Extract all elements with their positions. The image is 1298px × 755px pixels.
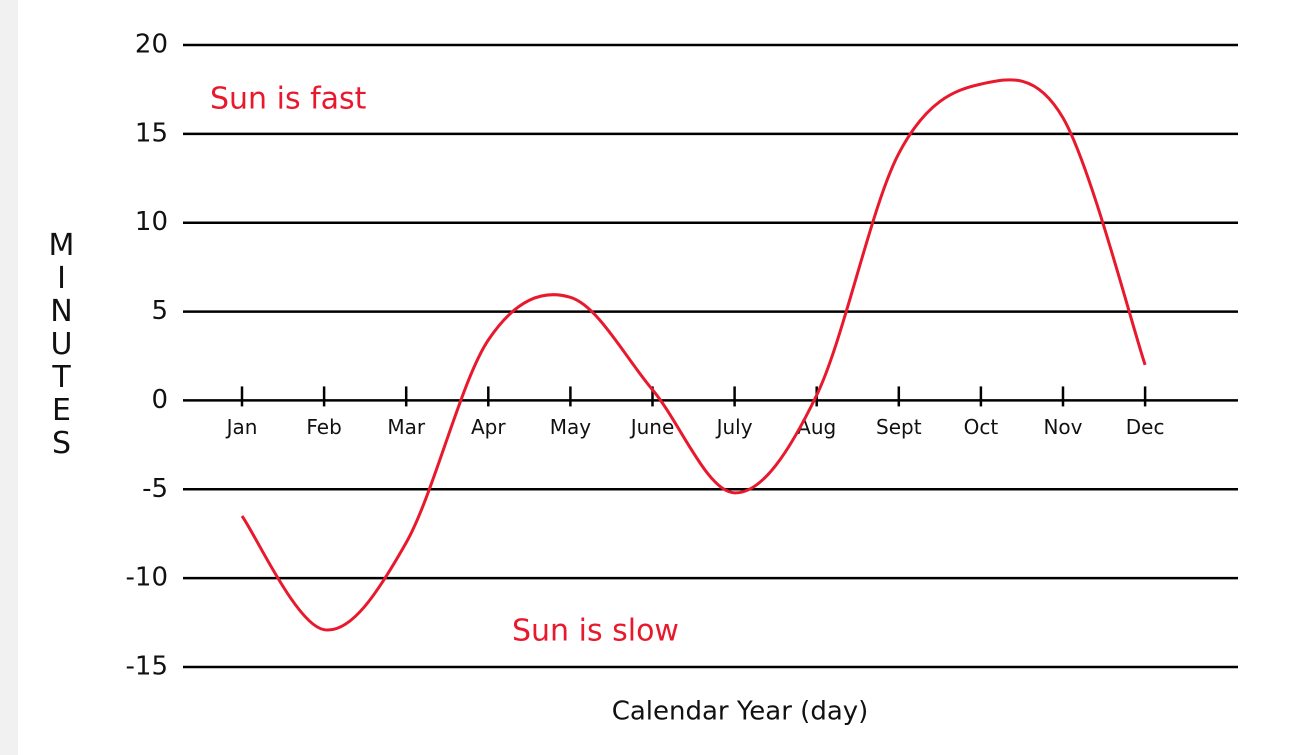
- x-tick-label: May: [550, 415, 592, 439]
- y-tick-label: -5: [142, 474, 168, 504]
- x-tick-label: Dec: [1126, 415, 1165, 439]
- x-tick-label: Sept: [876, 415, 922, 439]
- x-tick-label: Jan: [225, 415, 258, 439]
- x-tick-label: July: [715, 415, 753, 439]
- y-tick-label: 10: [135, 207, 168, 237]
- y-tick-label: 5: [151, 296, 168, 326]
- x-tick-label: Feb: [306, 415, 341, 439]
- x-axis-label: Calendar Year (day): [612, 697, 869, 727]
- y-tick-label: 20: [135, 30, 168, 60]
- annotation: Sun is fast: [210, 82, 367, 117]
- x-tick-label: Apr: [471, 415, 506, 439]
- x-tick-label: Aug: [797, 415, 836, 439]
- y-tick-label: -15: [126, 652, 168, 682]
- side-strip: [0, 0, 18, 755]
- line: [240, 78, 1147, 632]
- x-tick-label: June: [629, 415, 675, 439]
- y-tick-label: 15: [135, 118, 168, 148]
- x-tick-label: Nov: [1043, 415, 1082, 439]
- x-tick-label: Oct: [964, 415, 999, 439]
- x-tick-label: Mar: [387, 415, 426, 439]
- annotation: Sun is slow: [512, 614, 679, 649]
- y-tick-label: -10: [126, 563, 168, 593]
- y-axis-label: MINUTES: [44, 228, 79, 459]
- y-tick-label: 0: [151, 385, 168, 415]
